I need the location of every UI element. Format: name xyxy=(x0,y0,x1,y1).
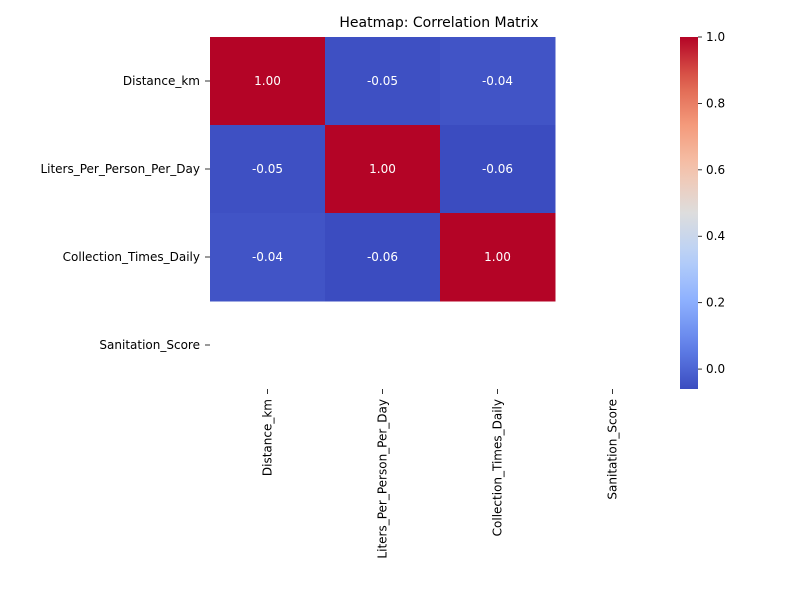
cell-annotation-2-2: 1.00 xyxy=(484,250,511,264)
heatmap-cell-1-1 xyxy=(325,125,441,214)
colorbar-tick-label-5: 1.0 xyxy=(706,30,725,44)
cell-annotation-1-0: -0.05 xyxy=(252,162,283,176)
heatmap-cell-1-0 xyxy=(210,125,326,214)
cell-annotation-1-2: -0.06 xyxy=(482,162,513,176)
cell-annotation-0-0: 1.00 xyxy=(254,74,281,88)
heatmap-cell-0-1 xyxy=(325,37,441,126)
heatmap-cell-2-2 xyxy=(440,213,556,302)
chart-title: Heatmap: Correlation Matrix xyxy=(339,15,538,31)
x-tick-label-1: Liters_Per_Person_Per_Day xyxy=(376,399,390,559)
heatmap-cell-0-2 xyxy=(440,37,556,126)
y-tick-label-1: Liters_Per_Person_Per_Day xyxy=(40,162,200,176)
colorbar-tick-label-0: 0.0 xyxy=(706,362,725,376)
cell-annotation-0-1: -0.05 xyxy=(367,74,398,88)
x-tick-label-3: Sanitation_Score xyxy=(606,399,620,500)
heatmap-cells xyxy=(210,37,556,302)
y-tick-label-0: Distance_km xyxy=(123,74,200,88)
y-axis: Distance_km Liters_Per_Person_Per_Day Coll… xyxy=(40,74,210,352)
heatmap-cell-0-0 xyxy=(210,37,326,126)
x-axis: Distance_km Liters_Per_Person_Per_Day Coll… xyxy=(261,389,620,559)
x-tick-label-2: Collection_Times_Daily xyxy=(491,399,505,536)
colorbar-gradient xyxy=(680,37,698,389)
x-tick-label-0: Distance_km xyxy=(261,399,275,476)
heatmap-cell-2-1 xyxy=(325,213,441,302)
y-tick-label-3: Sanitation_Score xyxy=(99,338,200,352)
cell-annotations: 1.00 -0.05 -0.04 -0.05 1.00 -0.06 -0.04 -0.06 1.… xyxy=(252,74,513,264)
cell-annotation-2-0: -0.04 xyxy=(252,250,283,264)
colorbar-tick-label-4: 0.8 xyxy=(706,96,725,110)
colorbar-tick-label-1: 0.2 xyxy=(706,296,725,310)
y-tick-label-2: Collection_Times_Daily xyxy=(63,250,200,264)
heatmap-cell-2-0 xyxy=(210,213,326,302)
colorbar-tick-label-2: 0.4 xyxy=(706,229,725,243)
cell-annotation-1-1: 1.00 xyxy=(369,162,396,176)
cell-annotation-0-2: -0.04 xyxy=(482,74,513,88)
colorbar-tick-label-3: 0.6 xyxy=(706,163,725,177)
colorbar: 0.0 0.2 0.4 0.6 0.8 1.0 xyxy=(680,30,725,389)
cell-annotation-2-1: -0.06 xyxy=(367,250,398,264)
heatmap-cell-1-2 xyxy=(440,125,556,214)
